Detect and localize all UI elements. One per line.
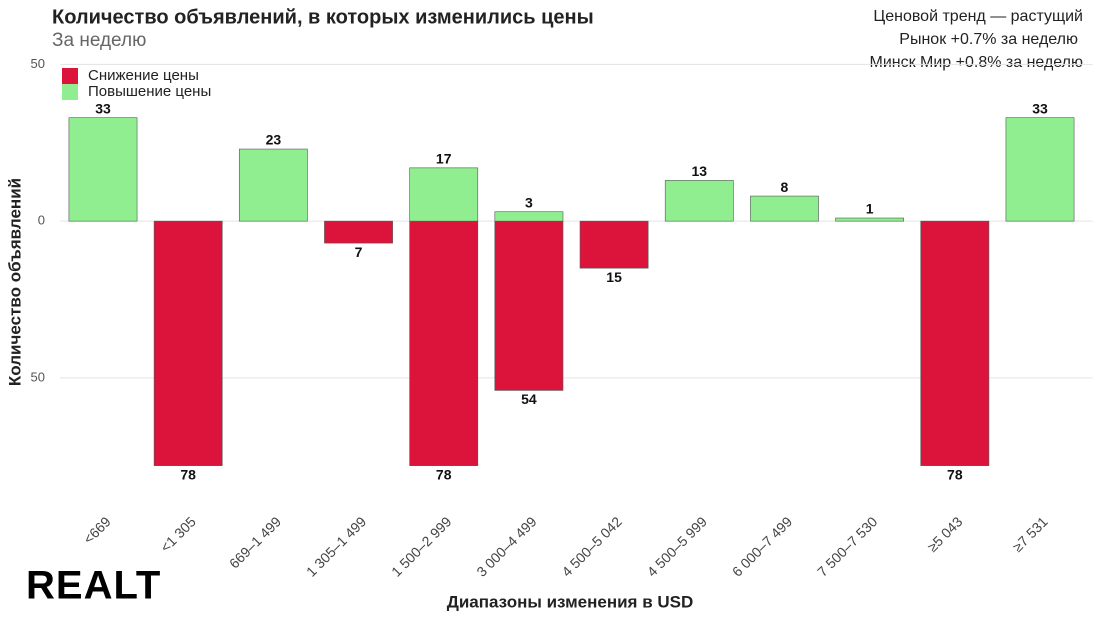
bar [664, 180, 734, 222]
value-label: 8 [781, 179, 789, 195]
bar [579, 220, 649, 269]
bar [153, 220, 223, 466]
bar [409, 167, 479, 222]
x-axis-title: Диапазоны изменения в USD [447, 592, 694, 611]
x-tick-label: ≥7 531 [1009, 513, 1051, 555]
chart-subtitle: За неделю [52, 30, 146, 51]
logo: REALT [26, 564, 161, 608]
bar [1005, 117, 1075, 222]
x-tick-label: 1 305–1 499 [303, 513, 370, 580]
legend-swatch [62, 68, 78, 84]
x-tick-label: <669 [80, 513, 114, 547]
value-label: 1 [866, 201, 874, 217]
bar [835, 217, 905, 222]
value-label: 33 [95, 100, 111, 116]
bar [494, 220, 564, 391]
chart-title: Количество объявлений, в которых изменил… [52, 6, 594, 28]
value-label: 17 [436, 151, 452, 167]
x-tick-label: ≥5 043 [924, 513, 966, 555]
value-label: 3 [525, 194, 533, 210]
legend-label: Снижение цены [88, 67, 199, 84]
bar [238, 148, 308, 222]
bar [494, 211, 564, 222]
bar [68, 117, 138, 222]
x-tick-label: <1 305 [157, 513, 199, 555]
annotation: Минск Мир +0.8% за неделю [869, 54, 1083, 71]
bar [920, 220, 990, 466]
value-label: 78 [436, 466, 452, 482]
y-tick-label: 50 [31, 56, 45, 71]
x-tick-label: 4 500–5 999 [644, 513, 711, 580]
value-label: 78 [947, 466, 963, 482]
y-tick-label: 50 [31, 369, 45, 384]
x-tick-label: 6 000–7 499 [729, 513, 796, 580]
value-label: 23 [266, 132, 282, 148]
value-label: 54 [521, 391, 537, 407]
y-axis-title: Количество объявлений [5, 178, 24, 386]
x-tick-label: 4 500–5 042 [558, 513, 625, 580]
legend-swatch [62, 84, 78, 100]
bar [324, 220, 393, 244]
y-tick-label: 0 [38, 213, 45, 228]
x-tick-label: 1 500–2 999 [388, 513, 455, 580]
legend-label: Повышение цены [88, 83, 211, 100]
x-tick-label: 669–1 499 [226, 513, 284, 571]
value-label: 33 [1032, 100, 1048, 116]
x-tick-label: 7 500–7 530 [814, 513, 881, 580]
annotation: Рынок +0.7% за неделю [899, 31, 1078, 48]
bar [750, 195, 819, 222]
x-tick-label: 3 000–4 499 [473, 513, 540, 580]
value-label: 7 [355, 244, 363, 260]
value-label: 13 [691, 163, 707, 179]
value-label: 78 [180, 466, 196, 482]
annotation: Ценовой тренд — растущий [873, 8, 1083, 25]
value-label: 15 [606, 269, 622, 285]
bar [409, 220, 479, 466]
